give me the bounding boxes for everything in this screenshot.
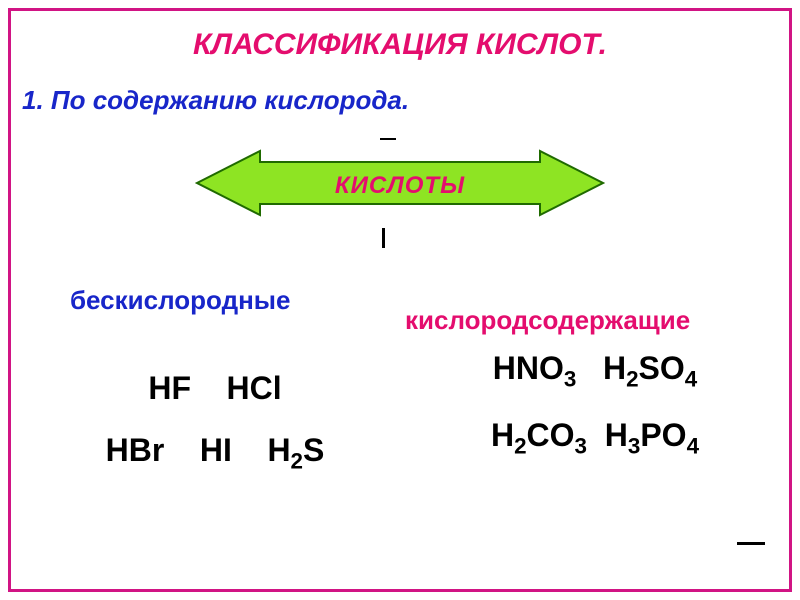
arrow-label: КИСЛОТЫ <box>335 172 465 200</box>
formulas-left: HF HCl HBr HI H2S <box>60 370 370 474</box>
divider-mark <box>382 228 385 248</box>
divider-mark <box>380 138 396 140</box>
slide-title: КЛАССИФИКАЦИЯ КИСЛОТ. <box>0 28 800 62</box>
category-left: бескислородные <box>70 285 290 316</box>
formula-right-row1: HNO3 H2SO4 <box>410 350 780 392</box>
formula-left-row2: HBr HI H2S <box>60 432 370 474</box>
formulas-right: HNO3 H2SO4 H2CO3 H3PO4 <box>410 350 780 460</box>
bottom-dash <box>737 542 765 545</box>
formula-left-row1: HF HCl <box>60 370 370 407</box>
double-arrow: КИСЛОТЫ <box>195 148 605 224</box>
category-right: кислородсодержащие <box>405 305 690 336</box>
formula-right-row2: H2CO3 H3PO4 <box>410 417 780 459</box>
slide-subtitle: 1. По содержанию кислорода. <box>22 85 409 116</box>
